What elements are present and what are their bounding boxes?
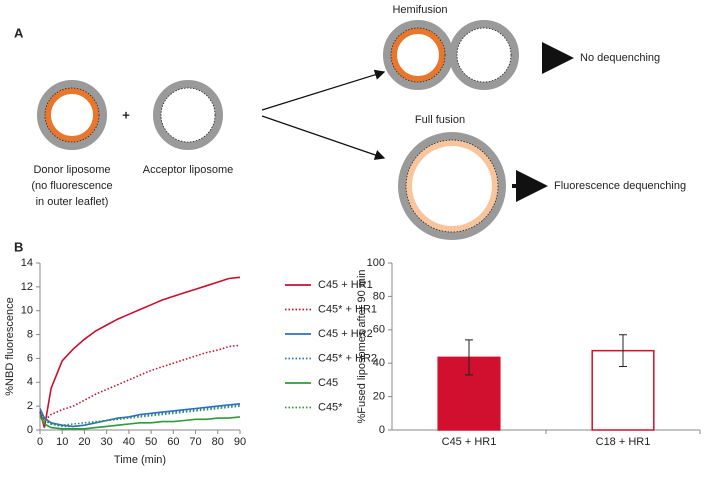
donor-liposome bbox=[37, 80, 107, 150]
x-tick-label: 40 bbox=[123, 436, 135, 448]
x-tick-label: 80 bbox=[212, 436, 224, 448]
donor-note: (no fluorescence bbox=[31, 180, 112, 192]
fused-liposome bbox=[398, 132, 506, 240]
y-tick-label: 100 bbox=[367, 257, 385, 269]
series-line bbox=[39, 415, 241, 430]
legend-label: C45* + HR2 bbox=[318, 352, 377, 364]
y-tick-label: 8 bbox=[27, 328, 33, 340]
arrow bbox=[261, 69, 386, 111]
legend-label: C45 + HR2 bbox=[318, 328, 373, 340]
series-line bbox=[39, 405, 241, 427]
x-tick-label: 70 bbox=[189, 436, 201, 448]
y-tick-label: 0 bbox=[379, 424, 385, 436]
y-axis-label: %Fused liposomes after 90 min bbox=[356, 269, 368, 423]
acceptor-label: Acceptor liposome bbox=[143, 164, 234, 176]
panel-label: A bbox=[14, 25, 24, 40]
x-tick-label: 10 bbox=[56, 436, 68, 448]
legend-label: C45* bbox=[318, 401, 343, 413]
legend-label: C45* + HR1 bbox=[318, 303, 377, 315]
acceptor-liposome bbox=[153, 80, 223, 150]
y-tick-label: 20 bbox=[373, 391, 385, 403]
series-line bbox=[39, 344, 241, 422]
x-tick-label: 0 bbox=[37, 436, 43, 448]
y-tick-label: 10 bbox=[21, 305, 33, 317]
y-tick-label: 12 bbox=[21, 281, 33, 293]
donor-label: Donor liposome bbox=[33, 164, 110, 176]
y-tick-label: 60 bbox=[373, 324, 385, 336]
x-tick-label: 60 bbox=[167, 436, 179, 448]
x-tick-label: 90 bbox=[234, 436, 246, 448]
y-axis-label: %NBD fluorescence bbox=[4, 297, 16, 395]
x-tick-label: 50 bbox=[145, 436, 157, 448]
legend-label: C45 + HR1 bbox=[318, 279, 373, 291]
hemifusion-result: No dequenching bbox=[580, 52, 660, 64]
series-line bbox=[39, 404, 241, 428]
y-tick-label: 80 bbox=[373, 290, 385, 302]
x-tick-label: C45 + HR1 bbox=[442, 436, 497, 448]
full-fusion-label: Full fusion bbox=[415, 114, 465, 126]
panel-label: B bbox=[14, 239, 23, 254]
y-tick-label: 14 bbox=[21, 257, 33, 269]
y-tick-label: 2 bbox=[27, 400, 33, 412]
hemifusion-label: Hemifusion bbox=[392, 4, 447, 16]
x-tick-label: 30 bbox=[101, 436, 113, 448]
error-bar bbox=[465, 339, 473, 376]
error-bar bbox=[619, 334, 627, 368]
legend-label: C45 bbox=[318, 377, 338, 389]
series-line bbox=[39, 276, 241, 428]
full-fusion-result: Fluorescence dequenching bbox=[554, 180, 686, 192]
hemifused-liposomes bbox=[383, 20, 519, 90]
y-tick-label: 40 bbox=[373, 357, 385, 369]
donor-note: in outer leaflet) bbox=[36, 196, 109, 208]
arrow bbox=[261, 115, 386, 160]
y-tick-label: 0 bbox=[27, 424, 33, 436]
x-axis-label: Time (min) bbox=[114, 454, 166, 466]
y-tick-label: 4 bbox=[27, 376, 33, 388]
x-tick-label: C18 + HR1 bbox=[596, 436, 651, 448]
x-tick-label: 20 bbox=[78, 436, 90, 448]
y-tick-label: 6 bbox=[27, 352, 33, 364]
plus: + bbox=[122, 107, 130, 122]
